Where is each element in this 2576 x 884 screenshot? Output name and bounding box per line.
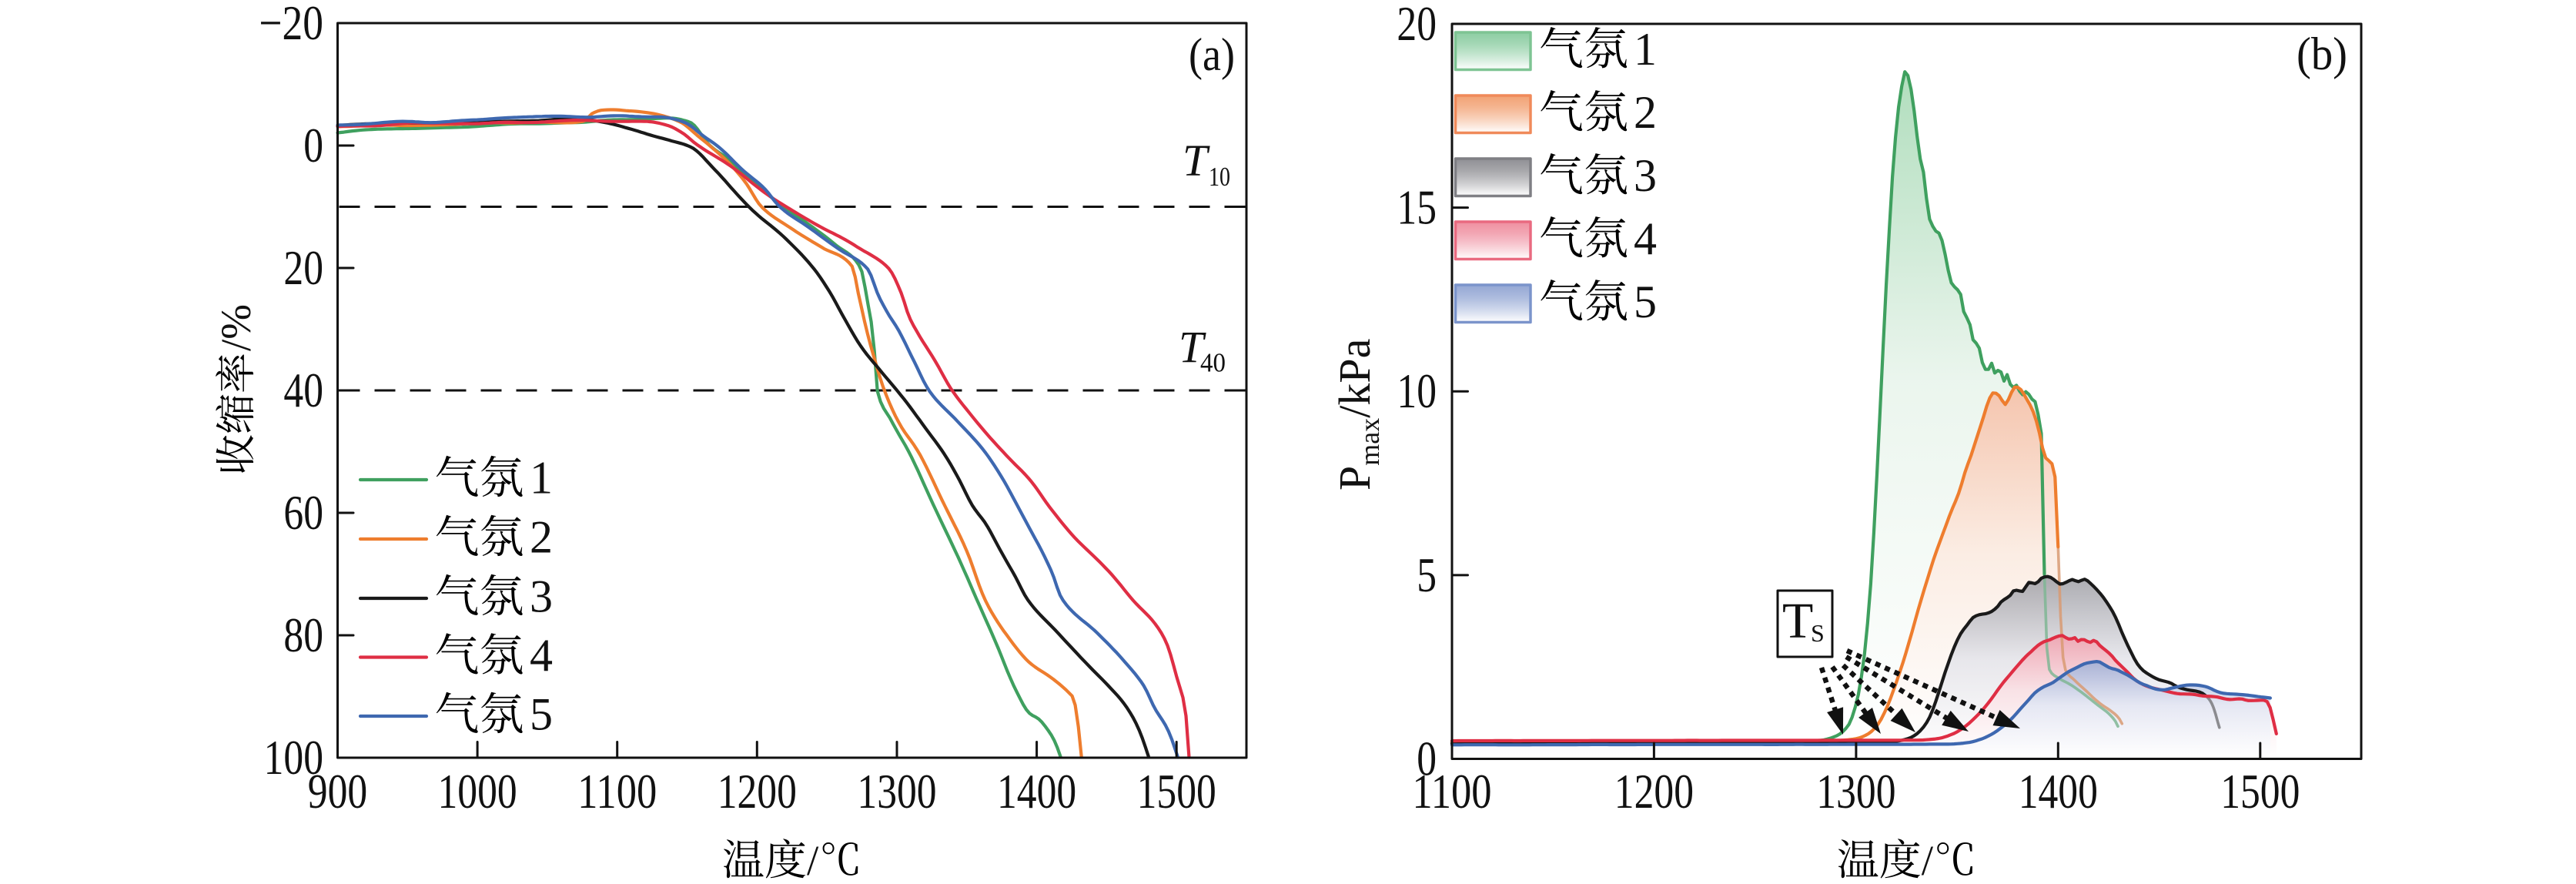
svg-text:1200: 1200: [1614, 764, 1694, 819]
svg-text:4: 4: [1634, 213, 1657, 264]
svg-text:10: 10: [1209, 162, 1230, 192]
svg-text:1000: 1000: [438, 764, 517, 819]
svg-text:80: 80: [283, 608, 323, 662]
svg-text:10: 10: [1397, 363, 1437, 418]
svg-text:(b): (b): [2297, 28, 2347, 79]
svg-text:Pmax/kPa: Pmax/kPa: [1330, 339, 1385, 491]
svg-text:2: 2: [1634, 87, 1657, 138]
svg-text:4: 4: [530, 630, 553, 681]
svg-text:0: 0: [303, 118, 323, 172]
svg-text:T: T: [1782, 593, 1813, 649]
svg-text:1: 1: [530, 453, 553, 504]
svg-text:1400: 1400: [997, 764, 1076, 819]
svg-text:S: S: [1811, 619, 1825, 647]
svg-text:1300: 1300: [857, 764, 936, 819]
svg-text:1100: 1100: [1412, 764, 1491, 819]
svg-text:5: 5: [530, 689, 553, 740]
svg-text:900: 900: [308, 764, 367, 819]
svg-text:1400: 1400: [2019, 764, 2098, 819]
svg-text:2: 2: [530, 512, 553, 563]
svg-text:3: 3: [530, 571, 553, 622]
svg-text:/: /: [1922, 837, 1934, 884]
svg-text:1500: 1500: [2220, 764, 2300, 819]
svg-text:/: /: [807, 837, 819, 884]
svg-text:15: 15: [1397, 180, 1437, 235]
svg-text:40: 40: [1200, 348, 1226, 378]
svg-text:100: 100: [264, 730, 323, 785]
svg-text:1500: 1500: [1137, 764, 1216, 819]
svg-text:1300: 1300: [1816, 764, 1895, 819]
svg-text:20: 20: [1397, 0, 1437, 51]
svg-text:1200: 1200: [718, 764, 797, 819]
svg-text:T: T: [1179, 323, 1206, 373]
svg-text:60: 60: [283, 485, 323, 540]
svg-text:−20: −20: [259, 0, 323, 50]
svg-text:0: 0: [1417, 732, 1437, 786]
svg-text:20: 20: [283, 240, 323, 295]
svg-text:5: 5: [1417, 547, 1437, 602]
svg-text:T: T: [1183, 136, 1210, 186]
svg-text:/%: /%: [212, 304, 259, 351]
svg-text:1100: 1100: [577, 764, 657, 819]
svg-text:(a): (a): [1189, 29, 1235, 80]
svg-text:5: 5: [1634, 276, 1657, 327]
svg-text:40: 40: [283, 363, 323, 417]
svg-text:1: 1: [1634, 24, 1657, 75]
svg-text:3: 3: [1634, 150, 1657, 201]
